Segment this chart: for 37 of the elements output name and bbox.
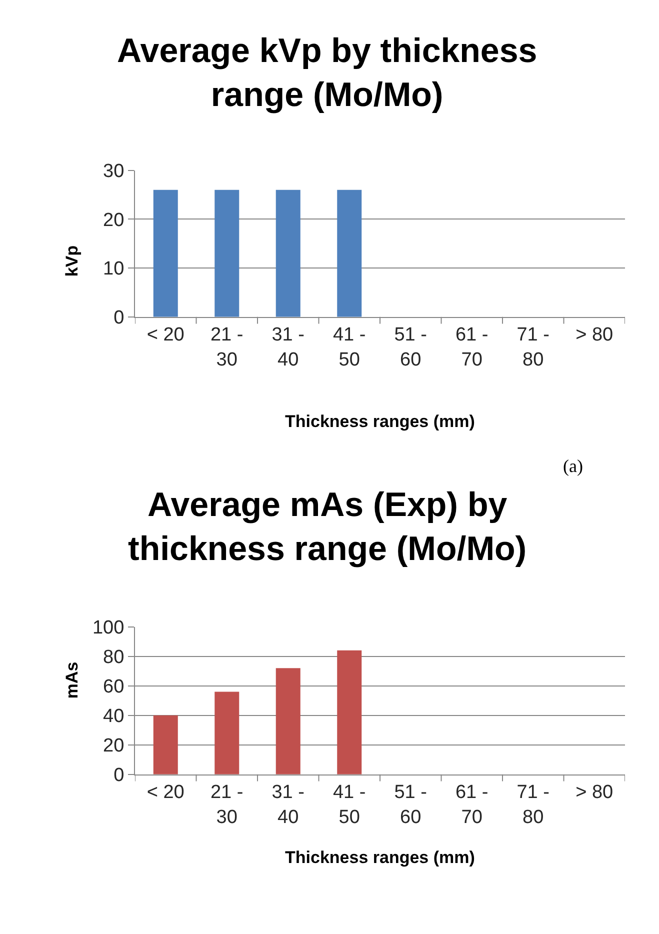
x-tick-label: > 80 — [576, 782, 614, 804]
y-tick-label: 100 — [92, 617, 124, 638]
x-tick-label: 31 - 40 — [272, 782, 304, 828]
x-tick-label: 31 - 40 — [272, 324, 304, 370]
y-axis-title: kVp — [62, 245, 82, 277]
x-tick-label: 41 - 50 — [332, 324, 366, 370]
bar — [337, 650, 362, 774]
x-tick-label: 41 - 50 — [332, 782, 366, 828]
x-tick-label: 71 - 80 — [516, 782, 550, 828]
text: (a) — [563, 456, 583, 476]
y-axis-title: mAs — [62, 662, 82, 699]
y-tick-label: 0 — [114, 308, 124, 329]
x-tick-label: < 20 — [146, 324, 184, 346]
x-axis-title: Thickness ranges (mm) — [285, 848, 475, 867]
x-axis-title: Thickness ranges (mm) — [285, 412, 475, 431]
x-tick-label: 51 - 60 — [394, 324, 427, 370]
x-tick-label: 21 - 30 — [210, 782, 244, 828]
y-tick-label: 80 — [103, 646, 124, 668]
x-tick-label: < 20 — [146, 782, 184, 804]
x-tick-label: 51 - 60 — [394, 782, 427, 828]
y-tick-label: 0 — [114, 765, 124, 786]
x-tick-label: 21 - 30 — [210, 324, 244, 370]
x-tick-label: > 80 — [576, 324, 614, 346]
x-tick-label: 61 - 70 — [455, 782, 488, 828]
y-tick-label: 10 — [103, 258, 124, 280]
x-tick-label: 61 - 70 — [455, 324, 488, 370]
y-tick-label: 40 — [103, 706, 124, 727]
bar — [153, 715, 178, 774]
y-tick-label: 20 — [103, 210, 124, 231]
y-tick-label: 20 — [103, 736, 124, 757]
y-tick-label: 30 — [103, 160, 124, 182]
x-tick-label: 71 - 80 — [516, 324, 550, 370]
y-tick-label: 60 — [103, 676, 124, 698]
bar — [276, 668, 300, 774]
chart-title: Average mAs (Exp) by thickness range (Mo/Mo) — [128, 486, 527, 568]
bar — [214, 692, 240, 774]
chart-title: Average kVp by thickness range (Mo/Mo) — [117, 32, 538, 114]
